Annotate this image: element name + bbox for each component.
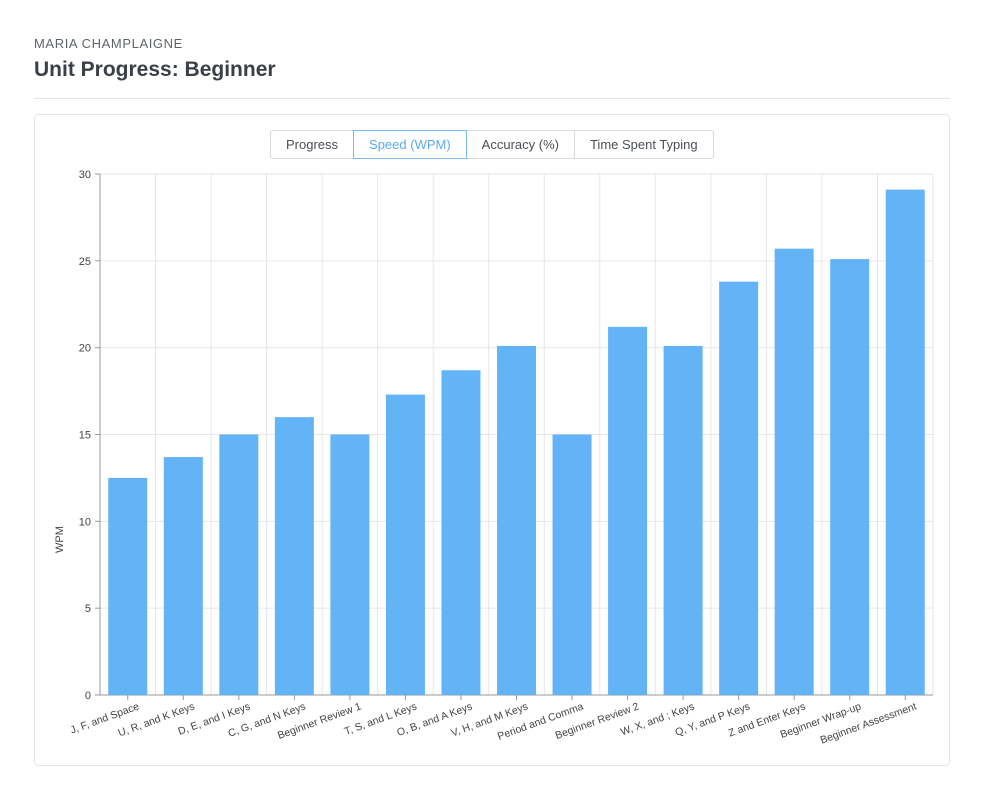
bar <box>274 417 314 695</box>
page-title: Unit Progress: Beginner <box>34 58 276 81</box>
y-tick-label: 0 <box>85 690 91 702</box>
bar <box>663 345 703 695</box>
y-tick-label: 5 <box>85 603 91 615</box>
student-name: MARIA CHAMPLAIGNE <box>34 36 183 51</box>
bar <box>719 281 759 695</box>
bar <box>385 394 425 695</box>
page-header: MARIA CHAMPLAIGNE Unit Progress: Beginne… <box>34 36 276 82</box>
bar <box>441 370 481 695</box>
y-axis-label: WPM <box>54 526 66 553</box>
y-tick-label: 15 <box>79 430 91 442</box>
y-tick-label: 10 <box>79 516 91 528</box>
bar <box>330 434 370 695</box>
tab-accuracy[interactable]: Accuracy (%) <box>465 130 575 159</box>
bar <box>608 326 648 695</box>
bar <box>497 345 536 695</box>
tab-progress[interactable]: Progress <box>270 130 355 159</box>
bar <box>552 434 592 695</box>
y-tick-label: 25 <box>79 256 91 268</box>
chart-card: Progress Speed (WPM) Accuracy (%) Time S… <box>34 114 950 766</box>
bar <box>774 248 814 695</box>
bar <box>163 457 203 695</box>
header-divider <box>34 98 950 99</box>
bar <box>108 477 148 695</box>
bar <box>885 189 925 695</box>
bar <box>830 259 870 695</box>
x-tick-label: Beginner Assessment <box>819 701 919 747</box>
y-tick-label: 20 <box>79 343 91 355</box>
bar <box>219 434 259 695</box>
tab-time-spent-typing[interactable]: Time Spent Typing <box>573 130 714 159</box>
tab-speed-wpm[interactable]: Speed (WPM) <box>353 130 467 159</box>
y-tick-label: 30 <box>79 169 91 181</box>
metric-tabs: Progress Speed (WPM) Accuracy (%) Time S… <box>270 130 714 159</box>
